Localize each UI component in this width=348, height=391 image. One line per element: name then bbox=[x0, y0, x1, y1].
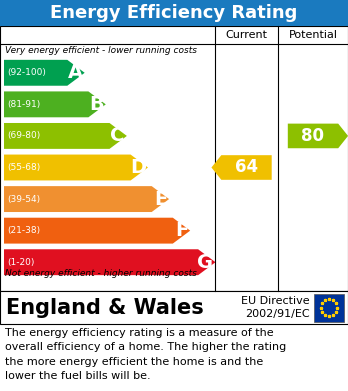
Text: Energy Efficiency Rating: Energy Efficiency Rating bbox=[50, 4, 298, 22]
Text: Current: Current bbox=[226, 30, 268, 40]
Text: (81-91): (81-91) bbox=[7, 100, 40, 109]
Text: Potential: Potential bbox=[288, 30, 338, 40]
Text: 80: 80 bbox=[301, 127, 324, 145]
Text: England & Wales: England & Wales bbox=[6, 298, 204, 317]
Text: F: F bbox=[175, 221, 188, 240]
Text: The energy efficiency rating is a measure of the
overall efficiency of a home. T: The energy efficiency rating is a measur… bbox=[5, 328, 286, 381]
Text: (21-38): (21-38) bbox=[7, 226, 40, 235]
Bar bbox=[0, 291, 348, 324]
Text: C: C bbox=[110, 126, 125, 145]
Polygon shape bbox=[288, 124, 348, 148]
Text: G: G bbox=[197, 253, 213, 272]
Bar bbox=[0, 26, 348, 291]
Bar bbox=[314, 294, 344, 321]
Text: (39-54): (39-54) bbox=[7, 195, 40, 204]
Text: Not energy efficient - higher running costs: Not energy efficient - higher running co… bbox=[5, 269, 197, 278]
Text: (92-100): (92-100) bbox=[7, 68, 46, 77]
Text: EU Directive
2002/91/EC: EU Directive 2002/91/EC bbox=[242, 296, 310, 319]
Polygon shape bbox=[4, 91, 106, 117]
Polygon shape bbox=[4, 186, 169, 212]
Text: (1-20): (1-20) bbox=[7, 258, 34, 267]
Polygon shape bbox=[4, 123, 127, 149]
Text: (55-68): (55-68) bbox=[7, 163, 40, 172]
Text: B: B bbox=[89, 95, 104, 114]
Text: E: E bbox=[154, 190, 167, 208]
Polygon shape bbox=[4, 154, 148, 180]
Text: (69-80): (69-80) bbox=[7, 131, 40, 140]
Text: D: D bbox=[130, 158, 146, 177]
Polygon shape bbox=[4, 218, 190, 244]
Text: Very energy efficient - lower running costs: Very energy efficient - lower running co… bbox=[5, 46, 197, 55]
Bar bbox=[0, 0, 348, 26]
Polygon shape bbox=[4, 249, 215, 275]
Text: 64: 64 bbox=[235, 158, 258, 176]
Text: A: A bbox=[68, 63, 83, 82]
Polygon shape bbox=[212, 155, 272, 180]
Polygon shape bbox=[4, 60, 85, 86]
